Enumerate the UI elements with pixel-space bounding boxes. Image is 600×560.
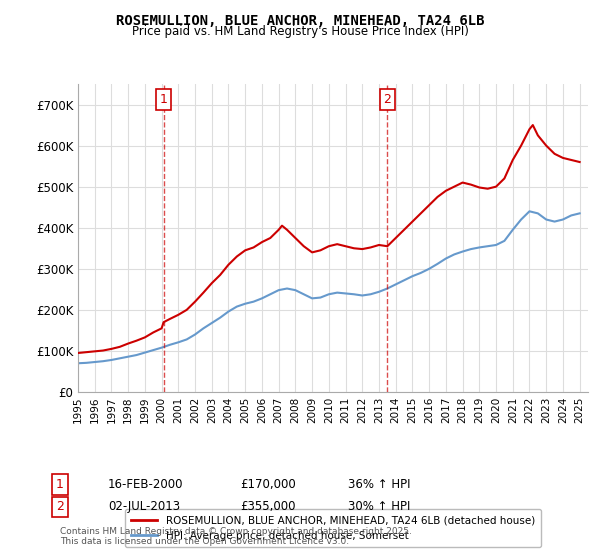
- Text: ROSEMULLION, BLUE ANCHOR, MINEHEAD, TA24 6LB: ROSEMULLION, BLUE ANCHOR, MINEHEAD, TA24…: [116, 14, 484, 28]
- Legend: ROSEMULLION, BLUE ANCHOR, MINEHEAD, TA24 6LB (detached house), HPI: Average pric: ROSEMULLION, BLUE ANCHOR, MINEHEAD, TA24…: [125, 509, 541, 547]
- Text: Contains HM Land Registry data © Crown copyright and database right 2025.
This d: Contains HM Land Registry data © Crown c…: [60, 526, 412, 546]
- Text: 2: 2: [383, 93, 391, 106]
- Text: £170,000: £170,000: [240, 478, 296, 491]
- Text: 1: 1: [160, 93, 167, 106]
- Text: 36% ↑ HPI: 36% ↑ HPI: [348, 478, 410, 491]
- Text: 2: 2: [56, 500, 64, 514]
- Text: Price paid vs. HM Land Registry's House Price Index (HPI): Price paid vs. HM Land Registry's House …: [131, 25, 469, 38]
- Text: 30% ↑ HPI: 30% ↑ HPI: [348, 500, 410, 514]
- Text: 16-FEB-2000: 16-FEB-2000: [108, 478, 184, 491]
- Text: 02-JUL-2013: 02-JUL-2013: [108, 500, 180, 514]
- Text: £355,000: £355,000: [240, 500, 296, 514]
- Text: 1: 1: [56, 478, 64, 491]
